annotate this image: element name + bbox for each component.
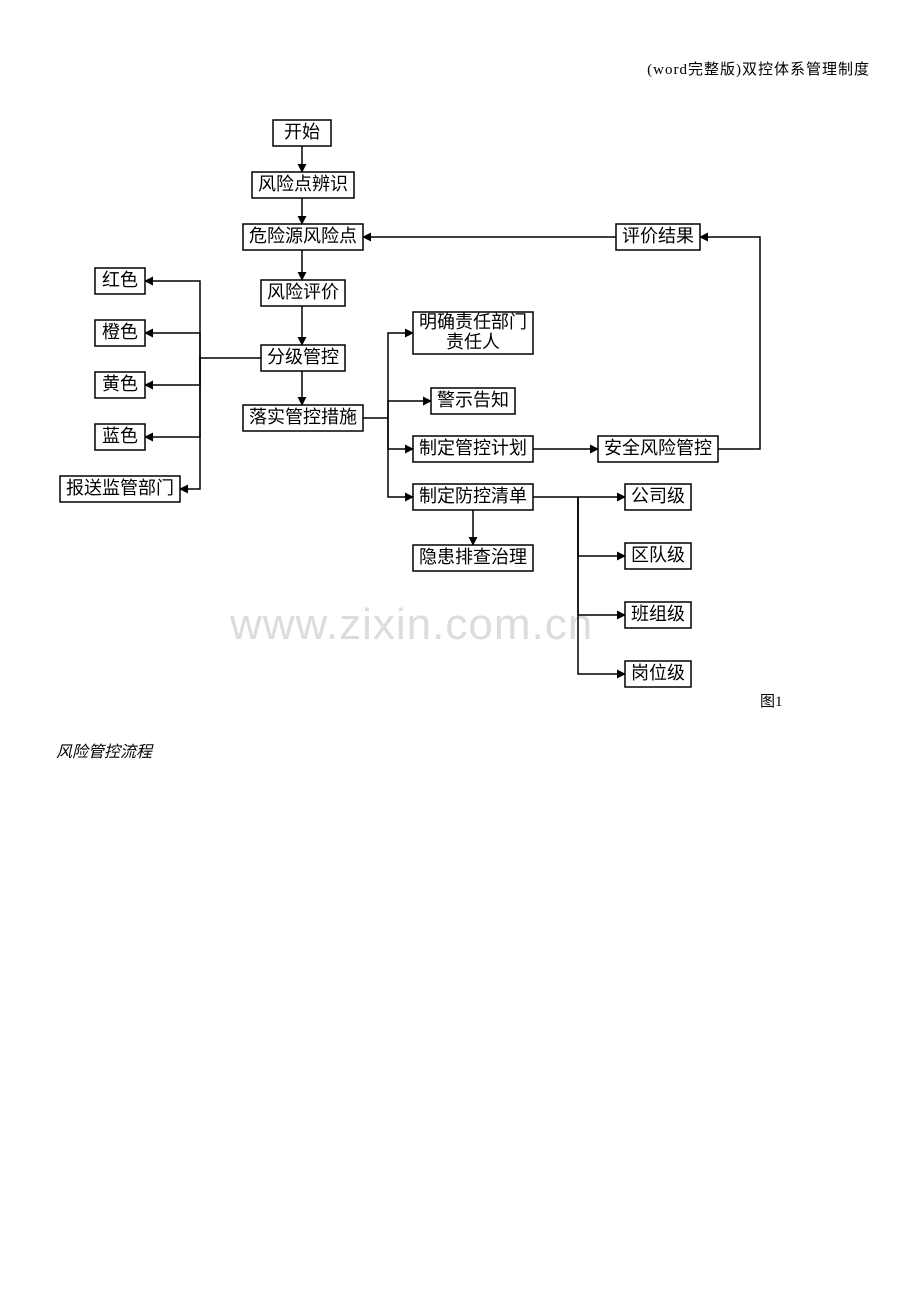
- svg-text:黄色: 黄色: [102, 374, 138, 394]
- svg-text:岗位级: 岗位级: [631, 663, 685, 683]
- flowchart-svg: 开始风险点辨识危险源风险点风险评价分级管控落实管控措施 红色橙色黄色蓝色报送监管部…: [0, 0, 920, 1302]
- svg-text:明确责任部门: 明确责任部门: [419, 312, 527, 332]
- flow-edge: [388, 401, 431, 418]
- flow-node-team: 区队级: [625, 543, 691, 569]
- svg-text:制定管控计划: 制定管控计划: [419, 438, 527, 458]
- svg-text:安全风险管控: 安全风险管控: [604, 438, 712, 458]
- flow-edge: [578, 497, 625, 556]
- svg-text:风险点辨识: 风险点辨识: [258, 174, 348, 194]
- svg-text:红色: 红色: [102, 270, 138, 290]
- flow-edge: [145, 281, 261, 358]
- flow-edge: [180, 358, 200, 489]
- svg-text:隐患排查治理: 隐患排查治理: [419, 547, 527, 567]
- flow-node-post: 岗位级: [625, 661, 691, 687]
- flow-edge: [145, 358, 200, 385]
- svg-text:制定防控清单: 制定防控清单: [419, 486, 527, 506]
- flow-edge: [388, 418, 413, 449]
- svg-text:区队级: 区队级: [631, 545, 685, 565]
- flow-node-orange: 橙色: [95, 320, 145, 346]
- flow-edge: [145, 333, 200, 358]
- svg-text:责任人: 责任人: [446, 332, 500, 352]
- flow-node-evalres: 评价结果: [616, 224, 700, 250]
- flow-node-eval: 风险评价: [261, 280, 345, 306]
- page: (word完整版)双控体系管理制度 www.zixin.com.cn 开始风险点…: [0, 0, 920, 1302]
- flow-node-report: 报送监管部门: [60, 476, 180, 502]
- flow-edge: [145, 358, 200, 437]
- flow-node-dept: 明确责任部门责任人: [413, 312, 533, 354]
- svg-text:评价结果: 评价结果: [622, 226, 694, 246]
- svg-text:班组级: 班组级: [631, 604, 685, 624]
- flow-node-plan: 制定管控计划: [413, 436, 533, 462]
- svg-text:橙色: 橙色: [102, 322, 138, 342]
- flow-node-red: 红色: [95, 268, 145, 294]
- flow-node-source: 危险源风险点: [243, 224, 363, 250]
- svg-text:落实管控措施: 落实管控措施: [249, 407, 357, 427]
- flow-edge: [578, 497, 625, 674]
- svg-text:警示告知: 警示告知: [437, 390, 509, 410]
- figure-number-label: 图1: [760, 690, 783, 711]
- svg-text:分级管控: 分级管控: [267, 347, 339, 367]
- flow-node-blue: 蓝色: [95, 424, 145, 450]
- flow-node-check: 隐患排查治理: [413, 545, 533, 571]
- flow-node-risk: 安全风险管控: [598, 436, 718, 462]
- flow-node-yellow: 黄色: [95, 372, 145, 398]
- svg-text:公司级: 公司级: [631, 486, 685, 506]
- flow-edge: [700, 237, 760, 449]
- flow-node-impl: 落实管控措施: [243, 405, 363, 431]
- svg-text:报送监管部门: 报送监管部门: [66, 478, 174, 498]
- svg-text:风险评价: 风险评价: [267, 282, 339, 302]
- flow-edge: [388, 418, 413, 497]
- flow-node-company: 公司级: [625, 484, 691, 510]
- flow-node-warn: 警示告知: [431, 388, 515, 414]
- svg-text:危险源风险点: 危险源风险点: [249, 226, 357, 246]
- svg-text:蓝色: 蓝色: [102, 426, 138, 446]
- flow-node-list: 制定防控清单: [413, 484, 533, 510]
- flow-node-start: 开始: [273, 120, 331, 146]
- flow-node-identify: 风险点辨识: [252, 172, 354, 198]
- figure-caption: 风险管控流程: [56, 738, 152, 762]
- flow-node-grade: 分级管控: [261, 345, 345, 371]
- svg-text:开始: 开始: [284, 122, 320, 142]
- flow-node-group: 班组级: [625, 602, 691, 628]
